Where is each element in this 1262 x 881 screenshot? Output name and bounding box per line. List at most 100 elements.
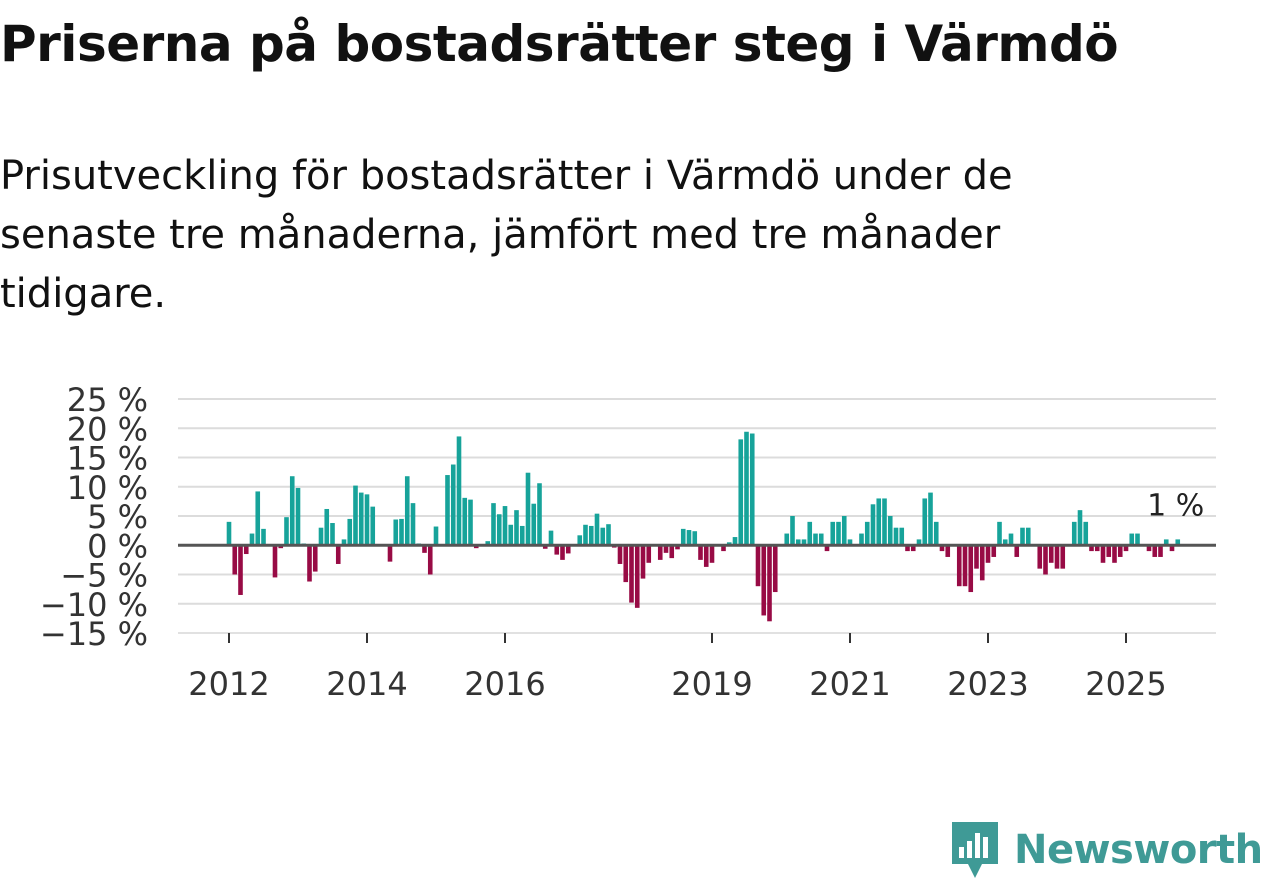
bar (249, 533, 255, 546)
y-tick-label: −15 % (40, 615, 148, 653)
y-tick-label: 0 % (87, 527, 148, 565)
bar (945, 545, 951, 557)
bar (519, 525, 525, 546)
bar (1175, 539, 1181, 546)
bar (393, 519, 399, 546)
bar (686, 530, 692, 546)
bar (962, 545, 968, 587)
bar (698, 545, 703, 560)
bar (623, 545, 629, 583)
bar (755, 545, 761, 587)
bar (462, 497, 468, 546)
bar (255, 491, 261, 546)
bar (358, 492, 364, 546)
bar (997, 521, 1002, 546)
y-tick-label: −10 % (40, 586, 148, 624)
bar (1129, 533, 1135, 546)
bar (905, 545, 910, 552)
bar (1100, 545, 1106, 563)
bar (675, 545, 680, 550)
bar (1083, 521, 1089, 546)
bar (542, 545, 548, 549)
bar (594, 513, 600, 546)
bar (560, 545, 565, 560)
bar (450, 464, 456, 546)
bar (496, 514, 502, 546)
x-tick-label: 2012 (188, 665, 269, 703)
annotation: 1 % (1147, 488, 1204, 523)
bar (583, 524, 588, 546)
bar (1123, 545, 1129, 552)
bar (491, 503, 496, 546)
bar (663, 545, 669, 553)
bar (600, 527, 606, 546)
grid-lines (178, 398, 1216, 634)
bar (261, 528, 266, 546)
bar (318, 527, 324, 546)
x-tick-label: 2016 (464, 665, 545, 703)
y-tick-label: 20 % (67, 410, 148, 448)
bar (364, 494, 370, 546)
bar (554, 545, 560, 555)
bar (1158, 545, 1163, 557)
bar (818, 533, 824, 546)
y-tick-label: 15 % (67, 440, 148, 478)
bar (295, 487, 301, 546)
x-tick-label: 2014 (326, 665, 407, 703)
bar (370, 506, 376, 546)
newsworthy-brand: Newsworthy (950, 819, 1262, 881)
y-tick-label: 5 % (87, 498, 148, 536)
bar (692, 531, 698, 546)
bar (732, 537, 738, 546)
bar (456, 436, 462, 546)
bar (1014, 545, 1020, 557)
bar (232, 545, 238, 575)
bar (928, 492, 933, 546)
y-tick-label: 10 % (67, 469, 148, 507)
x-tick-label: 2025 (1085, 665, 1166, 703)
bar (784, 533, 790, 546)
bar (847, 539, 853, 546)
bar (870, 504, 876, 546)
bar (1020, 527, 1025, 546)
bar (991, 545, 997, 557)
bar (387, 545, 393, 562)
bar (433, 526, 439, 546)
bar (876, 498, 882, 546)
bar (1037, 545, 1043, 569)
bar (646, 545, 652, 563)
bar (629, 545, 634, 603)
bar (1048, 545, 1054, 563)
bar (1077, 510, 1083, 546)
bar (922, 498, 928, 546)
brand-name: Newsworthy (1014, 827, 1262, 873)
bar (933, 521, 939, 546)
bar (767, 545, 772, 622)
bar (985, 545, 991, 563)
bar (669, 545, 675, 559)
bar (968, 545, 974, 593)
bar (1152, 545, 1158, 557)
bar (772, 545, 778, 593)
bar (606, 524, 611, 546)
bar (514, 510, 519, 546)
bar (824, 545, 830, 552)
bar (640, 545, 646, 579)
bar (1106, 545, 1112, 557)
bar (347, 518, 353, 546)
bar (836, 521, 841, 546)
bar (226, 521, 232, 546)
bar (1117, 545, 1123, 557)
bar (565, 545, 571, 554)
y-axis-labels: 25 %20 %15 %10 %5 %0 %−5 %−10 %−15 % (40, 381, 148, 653)
y-tick-label: 25 % (67, 381, 148, 419)
bar (1043, 545, 1048, 575)
bar (744, 431, 749, 546)
bar (1060, 545, 1066, 569)
bar (790, 516, 795, 546)
bar (807, 521, 813, 546)
newsworthy-logo-icon (952, 822, 998, 878)
bar (353, 485, 358, 546)
bar (537, 483, 542, 546)
bar (680, 528, 686, 546)
